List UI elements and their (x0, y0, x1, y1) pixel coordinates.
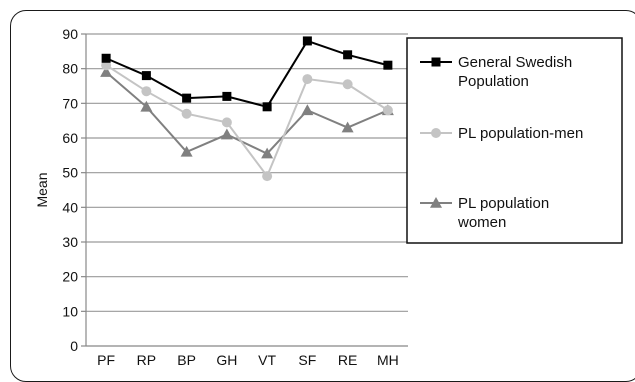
data-point (262, 102, 272, 112)
legend-label-line: General Swedish (458, 54, 572, 71)
data-point (181, 108, 192, 119)
x-tick-label: PF (97, 352, 115, 367)
gridlines (86, 33, 408, 347)
x-tick-label: GH (216, 352, 237, 367)
series-group (100, 36, 394, 182)
y-tick-label: 10 (62, 303, 78, 319)
legend-box (406, 37, 623, 244)
data-point (383, 60, 393, 70)
x-tick-label: BP (177, 352, 196, 367)
y-axis-title: Mean (34, 172, 50, 207)
series-line (105, 71, 389, 155)
data-point (221, 117, 232, 128)
legend-item: General Swedish Population (420, 54, 572, 90)
legend-item: PL population women (420, 195, 549, 231)
y-tick-label: 0 (70, 338, 78, 354)
legend-label-line: Population (458, 73, 529, 90)
data-point (182, 93, 192, 103)
x-tick-label: SF (298, 352, 316, 367)
x-tick-label: MH (377, 352, 399, 367)
y-tick-label: 60 (62, 130, 78, 146)
legend-marker (431, 57, 441, 67)
data-point (140, 100, 153, 112)
series-1 (101, 36, 393, 112)
data-point (382, 105, 393, 116)
legend: General Swedish Population PL population-m… (406, 37, 623, 244)
data-point (222, 91, 232, 101)
data-point (180, 145, 193, 157)
series-line (105, 39, 389, 108)
x-tick-label: VT (258, 352, 276, 367)
data-point (141, 71, 151, 81)
legend-label: PL population women (457, 195, 549, 231)
data-point (343, 50, 353, 60)
data-point (100, 66, 113, 77)
line-chart: 0 10 20 30 40 50 60 70 80 90 PF RP BP GH VT SF RE MH Mea… (34, 26, 623, 367)
data-point (261, 147, 274, 159)
data-point (141, 86, 152, 97)
series-2 (101, 60, 393, 182)
y-tick-label: 80 (62, 61, 78, 77)
legend-label: General Swedish Population (458, 54, 572, 90)
legend-marker (431, 128, 441, 138)
legend-label-line: PL population-men (458, 125, 583, 142)
series-line (105, 64, 389, 179)
legend-label: PL population-men (458, 125, 583, 142)
data-point (302, 74, 313, 85)
y-axis: 0 10 20 30 40 50 60 70 80 90 (62, 26, 87, 354)
data-point (341, 121, 354, 133)
data-point (220, 128, 233, 140)
data-point (301, 104, 314, 116)
legend-marker (430, 197, 442, 208)
legend-label-line: women (457, 214, 506, 231)
y-tick-label: 40 (62, 199, 78, 215)
legend-label-line: PL population (458, 195, 549, 212)
data-point (302, 36, 312, 46)
data-point (101, 53, 111, 63)
y-tick-label: 20 (62, 269, 78, 285)
y-tick-label: 30 (62, 234, 78, 250)
data-point (342, 79, 353, 90)
x-axis: PF RP BP GH VT SF RE MH (97, 352, 399, 367)
y-tick-label: 50 (62, 165, 78, 181)
x-tick-label: RP (137, 352, 156, 367)
legend-item: PL population-men (420, 125, 583, 142)
x-tick-label: RE (338, 352, 357, 367)
y-tick-label: 70 (62, 95, 78, 111)
y-tick-label: 90 (62, 26, 78, 42)
data-point (262, 171, 273, 182)
